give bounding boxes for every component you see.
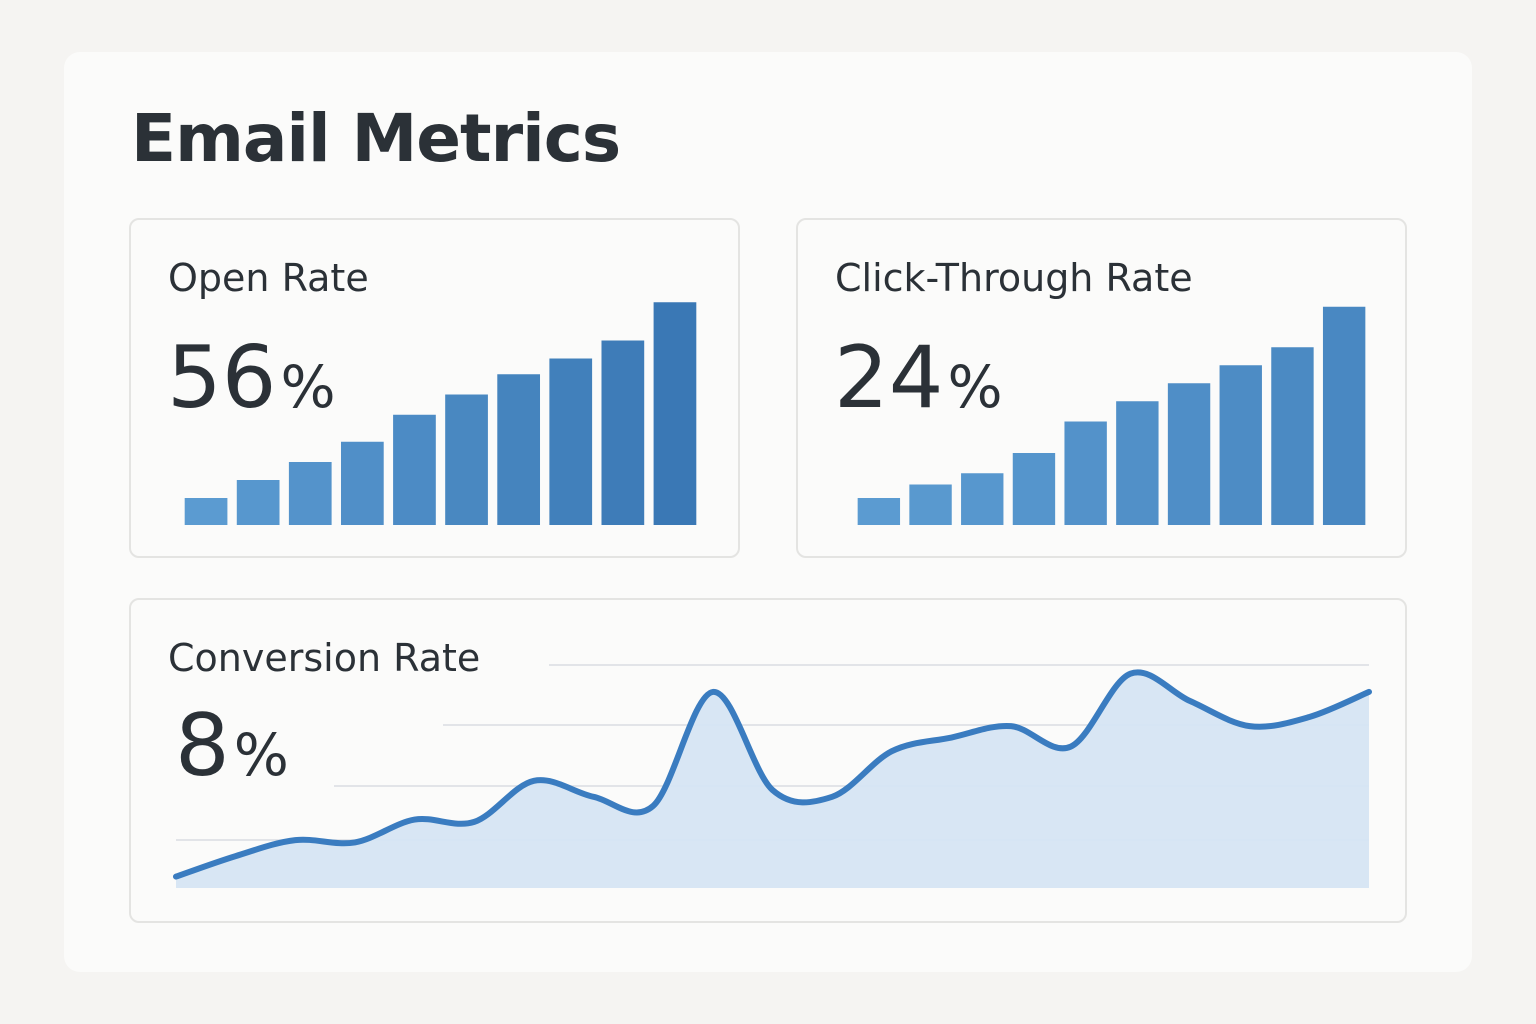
conversion-rate-number: 8	[175, 696, 230, 796]
conversion-rate-value: 8%	[175, 696, 289, 796]
click-through-rate-bar-4	[1012, 453, 1056, 525]
conversion-rate-area	[176, 672, 1369, 888]
open-rate-bar-1	[184, 498, 228, 525]
open-rate-bar-10	[653, 302, 697, 525]
click-through-rate-bar-7	[1167, 383, 1211, 525]
open-rate-unit: %	[280, 353, 336, 421]
click-through-rate-bar-1	[857, 498, 901, 525]
click-through-rate-bar-8	[1219, 365, 1262, 525]
open-rate-bar-3	[288, 462, 332, 525]
open-rate-number: 56	[167, 328, 277, 428]
open-rate-bar-chart	[184, 302, 697, 525]
click-through-rate-title: Click-Through Rate	[835, 256, 1193, 300]
page-title: Email Metrics	[131, 100, 621, 177]
open-rate-bar-4	[340, 441, 384, 525]
click-through-rate-bar-9	[1271, 347, 1314, 525]
click-through-rate-bar-2	[909, 484, 952, 525]
open-rate-bar-9	[601, 340, 645, 525]
open-rate-bar-2	[236, 480, 280, 525]
click-through-rate-bar-10	[1322, 306, 1366, 525]
click-through-rate-bar-5	[1064, 421, 1107, 525]
click-through-rate-value: 24%	[834, 328, 1003, 428]
conversion-rate-title: Conversion Rate	[168, 636, 481, 680]
open-rate-value: 56%	[167, 328, 336, 428]
open-rate-card: Open Rate 56%	[129, 218, 740, 558]
click-through-rate-unit: %	[947, 353, 1003, 421]
click-through-rate-bar-chart	[857, 306, 1366, 525]
conversion-rate-unit: %	[233, 721, 289, 789]
click-through-rate-number: 24	[834, 328, 944, 428]
click-through-rate-bar-3	[961, 473, 1004, 525]
open-rate-title: Open Rate	[168, 256, 369, 300]
open-rate-bar-6	[445, 394, 488, 525]
conversion-rate-line	[173, 669, 1372, 880]
open-rate-bar-8	[549, 358, 593, 525]
conversion-rate-area-chart	[173, 664, 1372, 888]
conversion-rate-card: Conversion Rate 8%	[129, 598, 1407, 923]
click-through-rate-bar-6	[1116, 401, 1159, 525]
open-rate-bar-7	[497, 374, 541, 525]
open-rate-bar-5	[393, 414, 436, 525]
click-through-rate-card: Click-Through Rate 24%	[796, 218, 1407, 558]
